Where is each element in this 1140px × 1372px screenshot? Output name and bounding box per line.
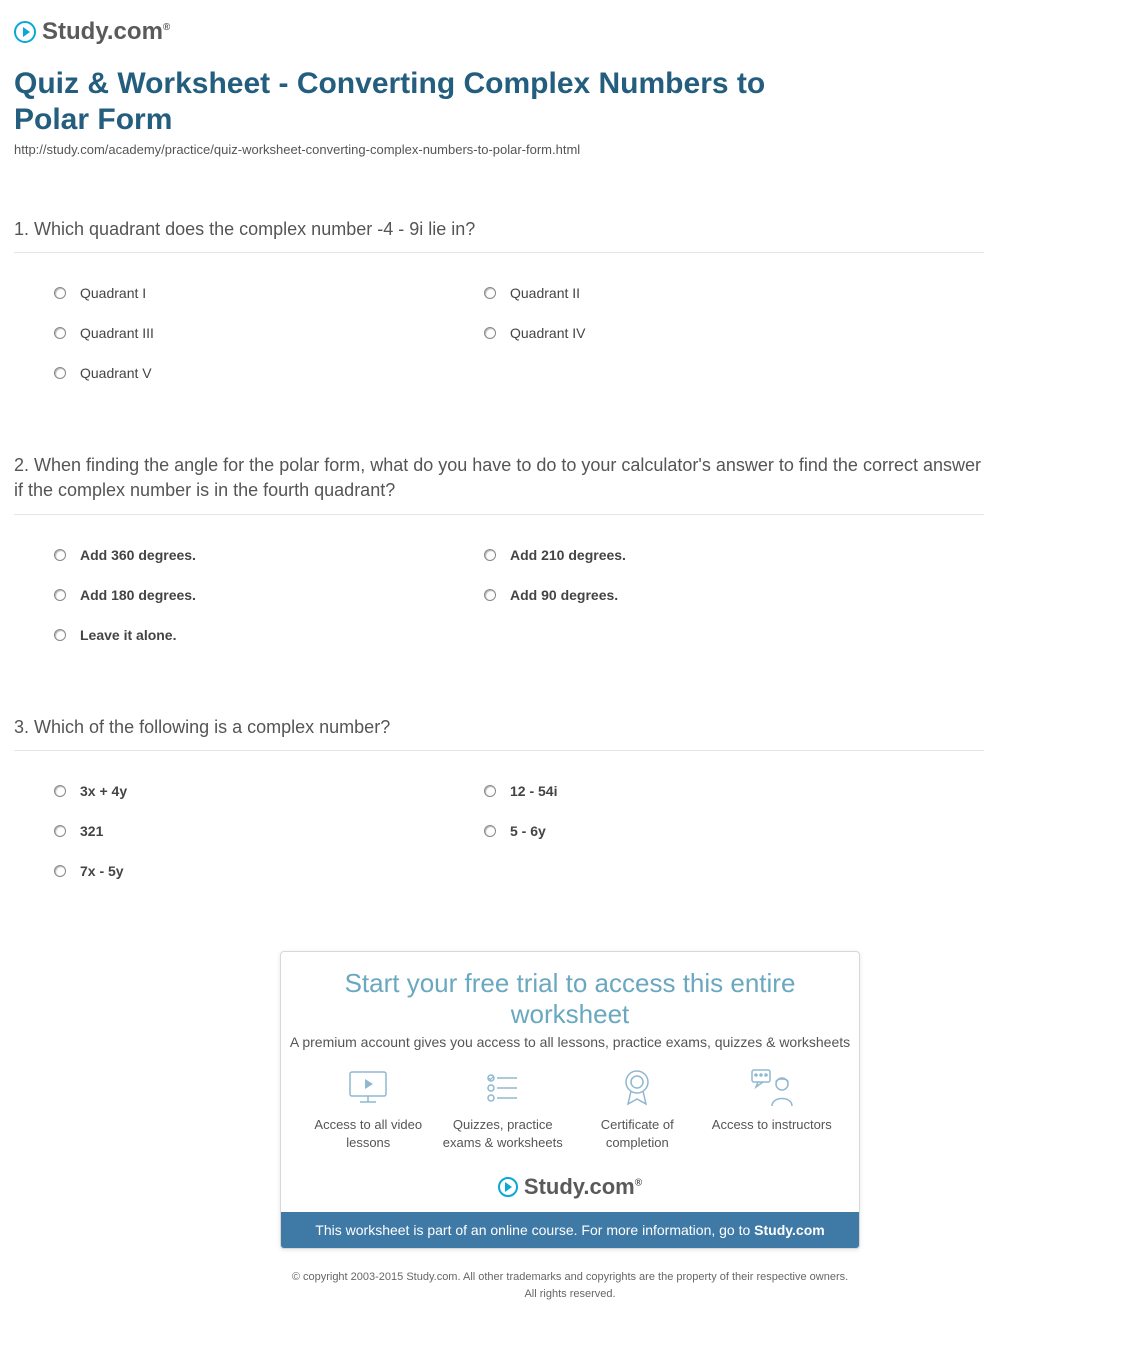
option-label: Add 210 degrees. [510, 547, 626, 563]
play-circle-icon [498, 1177, 518, 1197]
source-url: http://study.com/academy/practice/quiz-w… [14, 142, 1126, 187]
promo-subtitle: A premium account gives you access to al… [281, 1034, 859, 1066]
option[interactable]: 7x - 5y [54, 851, 1126, 891]
radio-icon [54, 825, 66, 837]
option-label: Quadrant IV [510, 325, 586, 341]
option[interactable]: Quadrant V [54, 353, 1126, 393]
option-label: Leave it alone. [80, 627, 176, 643]
option-label: 3x + 4y [80, 783, 127, 799]
promo-card: Start your free trial to access this ent… [280, 951, 860, 1249]
brand-name: Study.com® [524, 1174, 642, 1200]
question-text: 1. Which quadrant does the complex numbe… [14, 217, 984, 253]
checklist-icon [442, 1066, 565, 1110]
question-1: 1. Which quadrant does the complex numbe… [14, 217, 1126, 393]
feature-label: Certificate of completion [576, 1116, 699, 1152]
feature-certificate: Certificate of completion [570, 1066, 705, 1152]
promo-brand-logo: Study.com® [281, 1168, 859, 1212]
option[interactable]: Leave it alone. [54, 615, 1126, 655]
monitor-play-icon [307, 1066, 430, 1110]
option[interactable]: 12 - 54i [484, 771, 914, 811]
radio-icon [484, 549, 496, 561]
radio-icon [54, 287, 66, 299]
option[interactable]: 5 - 6y [484, 811, 914, 851]
instructor-chat-icon [711, 1066, 834, 1110]
radio-icon [484, 785, 496, 797]
option-label: 5 - 6y [510, 823, 546, 839]
option[interactable]: 3x + 4y [54, 771, 484, 811]
option-label: Quadrant V [80, 365, 152, 381]
radio-icon [54, 865, 66, 877]
radio-icon [484, 287, 496, 299]
promo-bar[interactable]: This worksheet is part of an online cour… [281, 1212, 859, 1248]
radio-icon [54, 367, 66, 379]
option[interactable]: Quadrant III [54, 313, 484, 353]
radio-icon [54, 629, 66, 641]
option[interactable]: Quadrant I [54, 273, 484, 313]
option[interactable]: Add 360 degrees. [54, 535, 484, 575]
question-text: 3. Which of the following is a complex n… [14, 715, 984, 751]
question-3: 3. Which of the following is a complex n… [14, 715, 1126, 891]
option-label: Quadrant II [510, 285, 580, 301]
option-label: Quadrant III [80, 325, 154, 341]
questions-list: 1. Which quadrant does the complex numbe… [14, 187, 1126, 891]
option-label: 7x - 5y [80, 863, 124, 879]
option-label: Quadrant I [80, 285, 146, 301]
option-label: 321 [80, 823, 103, 839]
question-2: 2. When finding the angle for the polar … [14, 453, 1126, 654]
brand-name: Study.com® [42, 18, 170, 46]
radio-icon [54, 549, 66, 561]
promo-bar-link: Study.com [754, 1222, 825, 1238]
feature-label: Access to instructors [711, 1116, 834, 1134]
option-label: Add 180 degrees. [80, 587, 196, 603]
option-label: Add 360 degrees. [80, 547, 196, 563]
option[interactable]: Add 210 degrees. [484, 535, 914, 575]
radio-icon [484, 327, 496, 339]
radio-icon [54, 785, 66, 797]
promo-bar-text: This worksheet is part of an online cour… [315, 1222, 754, 1238]
promo-title: Start your free trial to access this ent… [281, 952, 859, 1034]
option[interactable]: Add 90 degrees. [484, 575, 914, 615]
feature-list: Access to all video lessons Quizzes, pra… [281, 1066, 859, 1168]
option[interactable]: Quadrant II [484, 273, 914, 313]
option[interactable]: 321 [54, 811, 484, 851]
option[interactable]: Add 180 degrees. [54, 575, 484, 615]
option-label: 12 - 54i [510, 783, 557, 799]
question-text: 2. When finding the angle for the polar … [14, 453, 984, 514]
feature-label: Quizzes, practice exams & worksheets [442, 1116, 565, 1152]
copyright: © copyright 2003-2015 Study.com. All oth… [14, 1259, 1126, 1312]
radio-icon [484, 589, 496, 601]
radio-icon [54, 327, 66, 339]
option[interactable]: Quadrant IV [484, 313, 914, 353]
brand-logo: Study.com® [14, 10, 1126, 66]
feature-quizzes: Quizzes, practice exams & worksheets [436, 1066, 571, 1152]
option-label: Add 90 degrees. [510, 587, 618, 603]
feature-video: Access to all video lessons [301, 1066, 436, 1152]
radio-icon [54, 589, 66, 601]
feature-instructors: Access to instructors [705, 1066, 840, 1152]
radio-icon [484, 825, 496, 837]
page-title: Quiz & Worksheet - Converting Complex Nu… [14, 66, 834, 142]
feature-label: Access to all video lessons [307, 1116, 430, 1152]
award-icon [576, 1066, 699, 1110]
play-circle-icon [14, 21, 36, 43]
